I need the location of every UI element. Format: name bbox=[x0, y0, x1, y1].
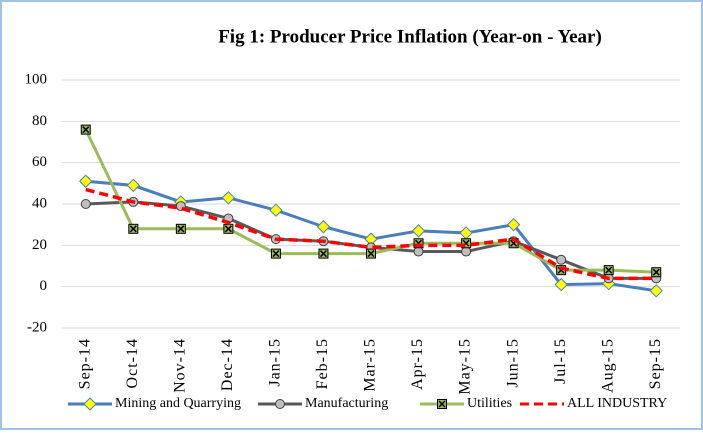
marker bbox=[437, 399, 447, 409]
legend-label: Mining and Quarrying bbox=[115, 396, 241, 411]
y-tick-label: 0 bbox=[40, 278, 48, 294]
y-tick-label: 80 bbox=[32, 113, 47, 129]
marker-cross bbox=[438, 400, 446, 408]
x-tick-label: Feb-15 bbox=[314, 338, 331, 389]
marker bbox=[83, 397, 97, 411]
y-tick-label: -20 bbox=[27, 319, 47, 335]
x-tick-label: Jan-15 bbox=[267, 338, 284, 387]
marker bbox=[221, 191, 236, 205]
legend-label: ALL INDUSTRY bbox=[567, 396, 667, 411]
marker bbox=[413, 246, 424, 257]
marker bbox=[556, 254, 567, 265]
marker-cross bbox=[652, 268, 660, 276]
x-tick-label: Aug-15 bbox=[599, 338, 616, 393]
marker bbox=[270, 248, 281, 259]
x-tick-label: Jul-15 bbox=[552, 338, 569, 384]
x-tick-label: Apr-15 bbox=[409, 338, 426, 390]
marker-cross bbox=[605, 266, 613, 274]
marker bbox=[554, 277, 568, 292]
x-tick-label: Dec-14 bbox=[219, 338, 236, 391]
marker bbox=[366, 248, 376, 259]
series-line bbox=[85, 187, 657, 281]
x-tick-label: Nov-14 bbox=[172, 338, 189, 393]
y-tick-label: 20 bbox=[32, 237, 47, 253]
marker bbox=[223, 223, 234, 234]
marker-cross bbox=[224, 225, 232, 233]
marker-cross bbox=[272, 250, 280, 258]
legend-label: Utilities bbox=[467, 396, 512, 411]
marker bbox=[411, 224, 426, 238]
x-tick-label: Sep-15 bbox=[647, 338, 664, 389]
marker-cross bbox=[319, 250, 327, 258]
marker bbox=[269, 203, 283, 217]
marker-cross bbox=[367, 250, 375, 258]
marker bbox=[506, 217, 521, 232]
marker bbox=[80, 199, 91, 209]
chart-title: Fig 1: Producer Price Inflation (Year-on… bbox=[218, 26, 602, 47]
y-tick-label: 40 bbox=[32, 195, 47, 211]
marker bbox=[275, 399, 285, 409]
x-tick-label: Jun-15 bbox=[504, 338, 521, 388]
marker bbox=[603, 265, 614, 276]
marker-cross bbox=[82, 126, 90, 134]
marker bbox=[175, 223, 186, 234]
marker bbox=[649, 284, 663, 298]
marker bbox=[461, 246, 472, 257]
x-tick-label: Mar-15 bbox=[362, 338, 379, 392]
marker bbox=[128, 223, 139, 234]
y-tick-label: 60 bbox=[32, 154, 47, 170]
y-tick-label: 100 bbox=[25, 71, 48, 87]
legend-label: Manufacturing bbox=[305, 396, 388, 411]
marker-cross bbox=[129, 225, 137, 233]
marker bbox=[80, 124, 91, 135]
x-tick-label: May-15 bbox=[457, 338, 474, 395]
x-tick-label: Oct-14 bbox=[124, 338, 141, 388]
marker bbox=[79, 174, 93, 188]
marker-cross bbox=[177, 225, 185, 233]
marker bbox=[126, 178, 141, 193]
x-tick-label: Sep-14 bbox=[76, 338, 93, 389]
marker bbox=[651, 267, 662, 278]
marker bbox=[316, 220, 331, 234]
marker bbox=[318, 248, 329, 259]
